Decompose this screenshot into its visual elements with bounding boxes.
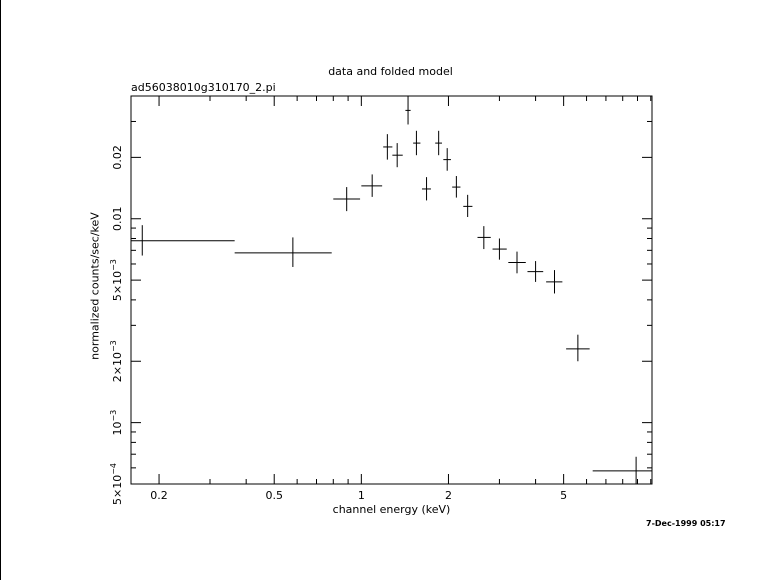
x-axis-label: channel energy (keV) [332,503,451,516]
axis-ticks [131,95,652,485]
data-point [361,174,383,197]
chart-subtitle: ad56038010g310170_2.pi [131,81,276,94]
axis-tick-labels: 0.2 0.5 1 2 5 5×10−4 10−3 2×10−3 5×10−3 0.01 0.02 [109,145,567,505]
x-tick-label: 0.5 [265,489,283,502]
data-point [333,187,361,212]
data-points [131,96,652,484]
data-point [131,225,235,256]
data-point [452,176,461,198]
data-point [508,251,526,274]
chart-title: data and folded model [328,65,453,78]
left-window-border [0,0,1,580]
y-tick-label: 10−3 [109,410,124,436]
data-point [421,177,431,201]
data-point [435,130,443,156]
data-point [463,194,473,217]
data-point [392,143,403,168]
x-tick-label: 0.2 [150,489,168,502]
data-point [234,237,332,267]
data-point [413,130,421,156]
y-tick-label: 0.02 [111,145,124,170]
x-tick-label: 5 [560,489,567,502]
data-point [546,270,563,294]
data-point [527,261,544,282]
data-point [566,334,590,362]
y-tick-label: 5×10−4 [109,463,124,505]
plot-frame [130,95,653,485]
y-tick-label: 2×10−3 [109,340,124,382]
data-point [592,456,652,484]
data-point [405,96,411,125]
y-tick-label: 5×10−3 [109,259,124,301]
x-tick-label: 1 [358,489,365,502]
plot-timestamp: 7-Dec-1999 05:17 [646,519,726,528]
y-tick-label: 0.01 [111,206,124,231]
x-tick-label: 2 [445,489,452,502]
data-point [492,238,507,260]
data-point [477,226,491,250]
data-point [443,148,451,171]
data-point [383,134,393,160]
